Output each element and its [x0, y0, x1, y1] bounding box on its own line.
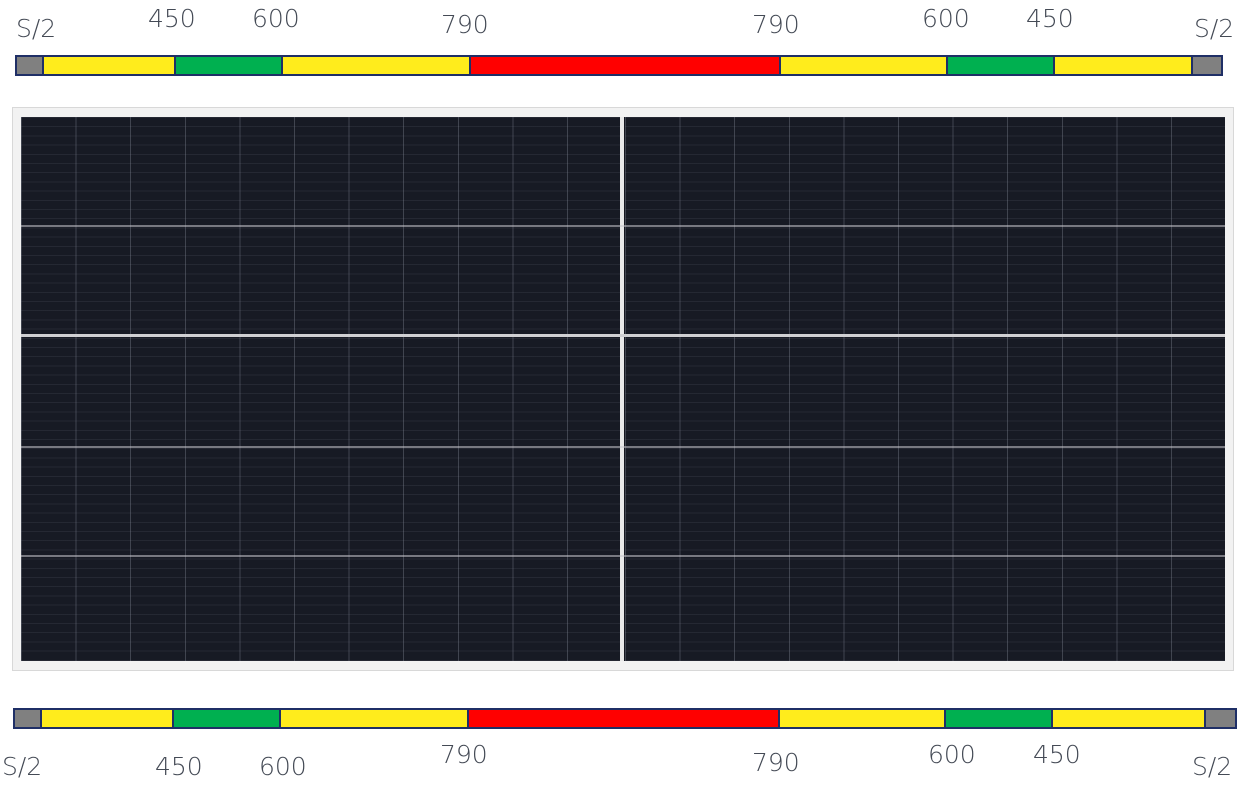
bottom-segment-green-2	[945, 710, 1053, 727]
top-segment-red	[470, 57, 782, 74]
bottom-scale-bar	[13, 708, 1237, 729]
solar-panel-center-divider	[620, 117, 624, 661]
bottom-segment-green-1	[174, 710, 282, 727]
solar-panel-busbar-1	[21, 225, 1225, 227]
top-segment-yellow-4	[1054, 57, 1194, 74]
solar-panel	[12, 107, 1234, 671]
solar-panel-busbar-4	[21, 555, 1225, 557]
top-label-450-right: 450	[1026, 4, 1074, 33]
bottom-label-600-right: 600	[928, 740, 976, 769]
solar-panel-left-half	[21, 117, 620, 661]
solar-panel-cells	[21, 117, 1225, 661]
top-label-s2-right: S/2	[1194, 14, 1235, 43]
top-segment-end-left	[17, 57, 44, 74]
bottom-segment-yellow-4	[1052, 710, 1207, 727]
top-label-600-left: 600	[252, 4, 300, 33]
bottom-segment-red	[468, 710, 780, 727]
top-label-790-left: 790	[441, 10, 489, 39]
bottom-label-790-left: 790	[440, 740, 488, 769]
solar-panel-right-half	[625, 117, 1225, 661]
bottom-label-s2-left: S/2	[2, 752, 43, 781]
bottom-label-s2-right: S/2	[1192, 752, 1233, 781]
bottom-label-450-right: 450	[1033, 740, 1081, 769]
bottom-segment-yellow-3	[779, 710, 946, 727]
top-label-600-right: 600	[922, 4, 970, 33]
bottom-label-450-left: 450	[155, 752, 203, 781]
bottom-segment-end-right	[1206, 710, 1236, 727]
top-segment-green-2	[947, 57, 1055, 74]
bottom-label-790-right: 790	[752, 748, 800, 777]
top-segment-yellow-3	[781, 57, 948, 74]
top-label-790-right: 790	[752, 10, 800, 39]
bottom-segment-yellow-1	[41, 710, 175, 727]
top-label-450-left: 450	[148, 4, 196, 33]
top-label-s2-left: S/2	[16, 14, 57, 43]
top-scale-bar	[15, 55, 1223, 76]
bottom-segment-end-left	[15, 710, 42, 727]
bottom-label-600-left: 600	[259, 752, 307, 781]
top-segment-green-1	[176, 57, 284, 74]
top-segment-yellow-2	[283, 57, 471, 74]
solar-panel-busbar-3	[21, 446, 1225, 448]
top-segment-end-right	[1193, 57, 1221, 74]
solar-panel-busbar-center	[21, 334, 1225, 337]
top-segment-yellow-1	[43, 57, 177, 74]
bottom-segment-yellow-2	[281, 710, 469, 727]
